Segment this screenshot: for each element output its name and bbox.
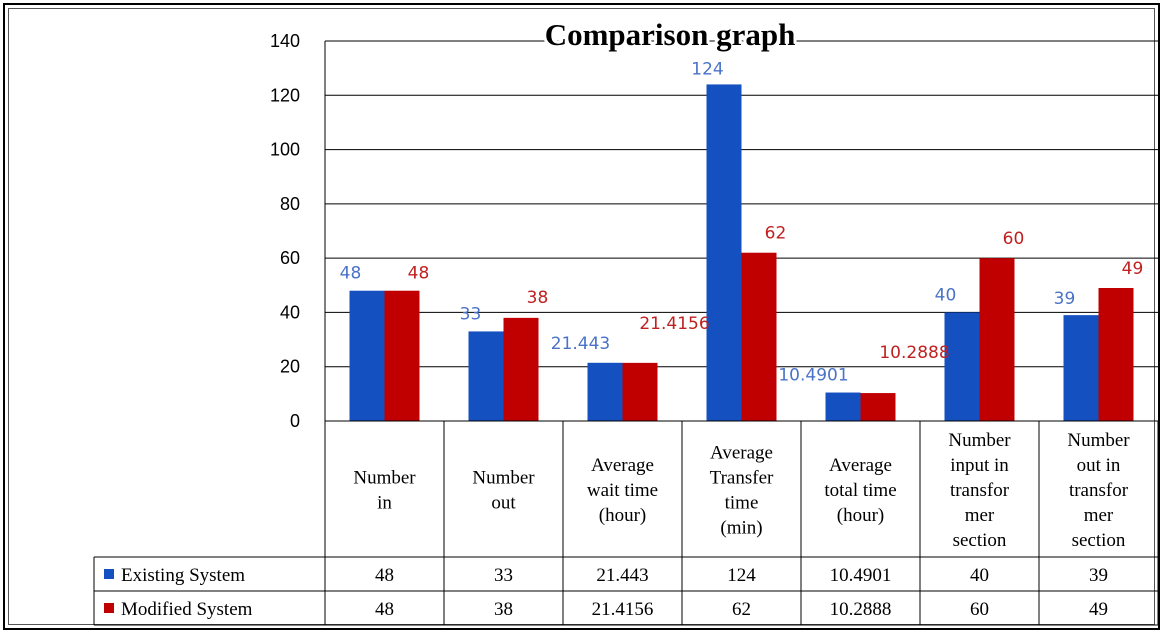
legend-key [104, 603, 114, 613]
bar [944, 312, 980, 421]
table-cell: 48 [375, 599, 394, 620]
bar [468, 331, 504, 421]
data-label: 62 [765, 224, 787, 244]
data-label: 48 [340, 264, 362, 284]
y-tick-label: 40 [280, 302, 300, 322]
table-cell: 21.443 [596, 565, 648, 586]
table-cell: 10.4901 [830, 565, 892, 586]
bar [706, 84, 742, 421]
table-cell: 38 [494, 599, 513, 620]
table-cell: 124 [727, 565, 756, 586]
bar [587, 362, 623, 421]
table-cell: 49 [1089, 599, 1108, 620]
bar [741, 252, 777, 421]
data-label: 39 [1054, 289, 1076, 309]
category-label: Average Transfer time (min) [710, 443, 774, 539]
bar [622, 362, 658, 421]
table-cell: 10.2888 [830, 599, 892, 620]
y-tick-label: 20 [280, 357, 300, 377]
bar [979, 258, 1015, 421]
y-tick-label: 100 [270, 140, 300, 160]
data-label: 38 [527, 288, 549, 308]
bar [349, 290, 385, 421]
y-tick-label: 80 [280, 194, 300, 214]
table-cell: 40 [970, 565, 989, 586]
data-label: 33 [460, 304, 482, 324]
data-label: 10.4901 [778, 366, 848, 386]
table-cell: 62 [732, 599, 751, 620]
bar [1063, 315, 1099, 421]
table-cell: 33 [494, 565, 513, 586]
legend-key [104, 569, 114, 579]
data-label: 21.4156 [639, 314, 709, 334]
y-tick-label: 0 [290, 411, 300, 431]
table-cell: 39 [1089, 565, 1108, 586]
data-label: 60 [1003, 229, 1025, 249]
data-label: 10.2888 [879, 343, 949, 363]
data-label: 48 [408, 264, 430, 284]
bar [384, 290, 420, 421]
outer-frame [3, 3, 1160, 630]
data-label: 21.443 [551, 334, 610, 354]
category-label: Number out [472, 468, 535, 514]
data-label: 124 [691, 59, 723, 79]
category-label: Number out in transfor mer section [1067, 430, 1130, 551]
data-label: 49 [1122, 259, 1144, 279]
bar [1098, 288, 1134, 421]
category-label: Average total time (hour) [824, 455, 896, 526]
legend-label: Existing System [121, 565, 245, 586]
chart-title: Comparison graph [545, 17, 796, 52]
table-cell: 21.4156 [592, 599, 654, 620]
bar [503, 317, 539, 421]
y-tick-label: 120 [270, 85, 300, 105]
category-label: Number in [353, 468, 416, 514]
y-tick-label: 60 [280, 248, 300, 268]
bar [860, 393, 896, 421]
category-label: Average wait time (hour) [587, 455, 658, 526]
bar [825, 392, 861, 421]
table-cell: 60 [970, 599, 989, 620]
legend-label: Modified System [121, 599, 253, 620]
y-tick-label: 140 [270, 31, 300, 51]
data-label: 40 [935, 285, 957, 305]
category-label: Number input in transfor mer section [948, 430, 1011, 551]
table-cell: 48 [375, 565, 394, 586]
